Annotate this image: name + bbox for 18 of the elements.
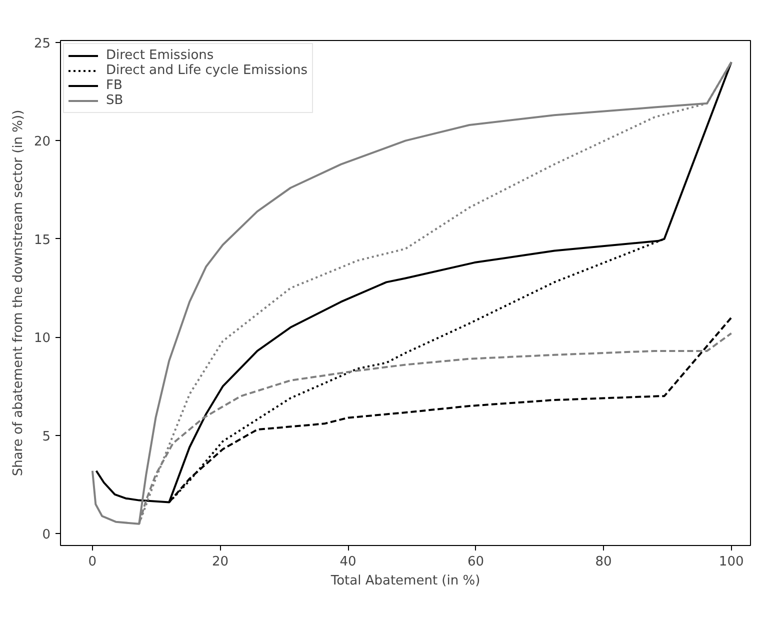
x-tick-label: 100 bbox=[718, 554, 744, 570]
x-tick-label: 40 bbox=[340, 554, 356, 570]
legend-label: Direct Emissions bbox=[106, 48, 214, 63]
y-tick-label: 25 bbox=[34, 36, 51, 52]
y-tick-label: 0 bbox=[42, 528, 51, 543]
annotation: FB bbox=[106, 78, 124, 93]
legend-label: Direct and Life cycle Emissions bbox=[106, 63, 308, 78]
y-axis-title: Share of abatement from the downstream sector (in %)) bbox=[10, 110, 26, 476]
y-tick-label: 5 bbox=[42, 429, 51, 444]
x-tick-label: 0 bbox=[88, 554, 97, 570]
y-tick-label: 10 bbox=[34, 331, 51, 346]
x-tick-label: 80 bbox=[595, 554, 612, 570]
annotation: SB bbox=[106, 93, 124, 108]
x-tick-label: 60 bbox=[468, 554, 484, 570]
x-axis-title: Total Abatement (in %) bbox=[330, 574, 480, 588]
x-tick-label: 20 bbox=[212, 554, 228, 570]
y-tick-label: 20 bbox=[34, 134, 51, 150]
y-tick-label: 15 bbox=[34, 232, 51, 248]
